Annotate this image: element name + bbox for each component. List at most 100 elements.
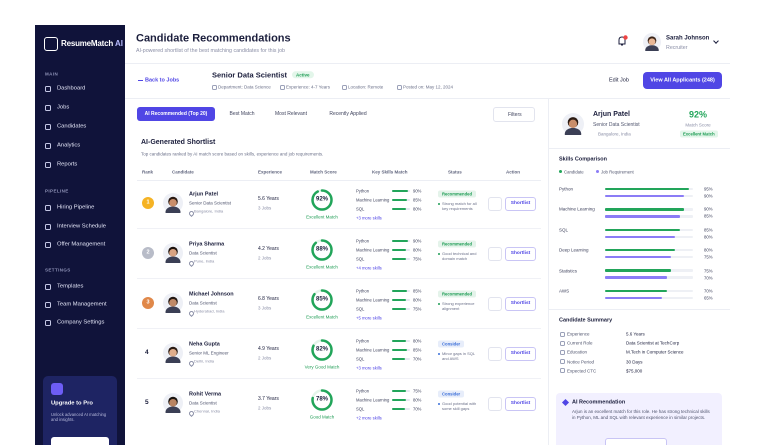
skill-bar [392,208,407,210]
column-header: Candidate [172,169,194,175]
requirement-bar [605,296,663,300]
candidate-role: Senior ML Engineer [189,350,229,356]
icon [560,340,565,346]
nav-item[interactable]: Company Settings [57,319,105,326]
skill-bar [392,199,408,201]
avatar [163,393,183,413]
rank: 1 [146,199,150,206]
back-link[interactable]: Back to Jobs [145,77,180,84]
skill-bar [392,308,406,310]
nav-item[interactable]: Hiring Pipeline [57,204,95,211]
upgrade-icon [51,383,63,395]
summary-label: Experience [567,331,590,337]
skill-percent: 75% [413,306,422,312]
more-skills[interactable]: +3 more skills [356,215,382,221]
nav-item[interactable]: Analytics [57,142,81,149]
score-label: 82% [315,346,328,353]
avatar-body [165,406,181,413]
score-arc [311,239,333,261]
summary-value: M.Tech in Computer Science [626,349,684,355]
nav-item[interactable]: Candidates [57,123,87,130]
jobs-count: 3 Jobs [258,305,272,311]
skill-name: Python [356,288,370,294]
edit-job-button[interactable]: Edit Job [609,77,629,84]
shortlist-button[interactable]: Shortlist [505,397,536,411]
skills-title: Skills Comparison [559,156,607,163]
notification-bell[interactable] [616,35,628,47]
candidate-location: Delhi, India [194,358,215,364]
message-button[interactable] [488,297,502,311]
summary-value: 5.6 Years [626,331,645,337]
user-menu-chevron[interactable] [713,38,719,44]
avatar-body [645,45,659,51]
icon [342,84,347,90]
more-skills[interactable]: +4 more skills [356,265,382,271]
tab[interactable]: Best Match [226,107,258,121]
skill-name: Machine Learning [356,247,390,253]
requirement-percent: 65% [704,295,713,301]
tab-label: Recently Applied [329,111,367,117]
shortlist-label: Shortlist [510,201,531,207]
tab[interactable]: Recently Applied [322,107,374,121]
shortlist-button[interactable]: Shortlist [505,297,536,311]
tab[interactable]: Most Relevant [270,107,312,121]
status-badge: Consider [438,390,465,398]
icon [560,368,565,374]
score-arc [311,289,333,311]
nav-item[interactable]: Dashboard [57,85,86,92]
experience: 4.9 Years [258,346,279,352]
nav-item[interactable]: Jobs [57,104,70,111]
avatar-face [169,399,177,407]
jobs-count: 2 Jobs [258,405,272,411]
requirement-percent: 75% [704,254,713,260]
score-ring [311,189,333,211]
icon [212,84,217,90]
summary-label: Education [567,349,588,355]
skill-name: Python [356,338,370,344]
nav-item[interactable]: Interview Schedule [57,223,106,230]
message-button[interactable] [488,247,502,261]
tab[interactable]: AI Recommended (Top 20) [137,107,215,121]
row-divider [137,278,541,279]
icon [45,205,51,211]
column-header: Match Score [310,169,337,175]
shortlist-label: Shortlist [510,251,531,257]
nav-section-title: SETTINGS [45,267,71,273]
icon [45,320,51,326]
more-skills[interactable]: +5 more skills [356,315,382,321]
profile-location: Bangalore, India [598,131,631,137]
shortlist-button[interactable]: Shortlist [505,347,536,361]
message-button[interactable] [488,347,502,361]
shortlist-button[interactable]: Shortlist [505,247,536,261]
status-dot [438,403,440,405]
requirement-percent: 80% [704,234,713,240]
more-skills[interactable]: +2 more skills [356,415,382,421]
avatar-body [165,256,181,263]
status-badge: Recommended [438,290,477,298]
shortlist-button[interactable]: Shortlist [505,197,536,211]
nav-item[interactable]: Team Management [57,301,107,308]
rank-medal: 1 [142,197,154,209]
candidate-location: Hyderabad, India [194,308,225,314]
icon [45,86,51,92]
user-role: Recruiter [666,44,688,51]
status-dot [438,203,440,205]
table-header-divider [137,180,541,181]
nav-item[interactable]: Templates [57,283,84,290]
legend-swatch [596,170,599,173]
upgrade-button[interactable] [51,437,109,445]
view-all-button[interactable]: View All Applicants (248) [643,72,722,89]
skill-percent: 70% [413,356,422,362]
upgrade-title: Upgrade to Pro [51,400,93,407]
score-label: 88% [315,246,328,253]
nav-item[interactable]: Reports [57,161,78,168]
message-button[interactable] [488,197,502,211]
message-button[interactable] [488,397,502,411]
nav-item[interactable]: Offer Management [57,241,106,248]
skill-percent: 75% [413,388,422,394]
more-skills[interactable]: +3 more skills [356,365,382,371]
sidebar [35,25,125,445]
recommendation-button[interactable] [605,438,667,445]
candidate-name: Arjun Patel [189,191,219,198]
filters-button[interactable]: Filters [493,107,535,122]
